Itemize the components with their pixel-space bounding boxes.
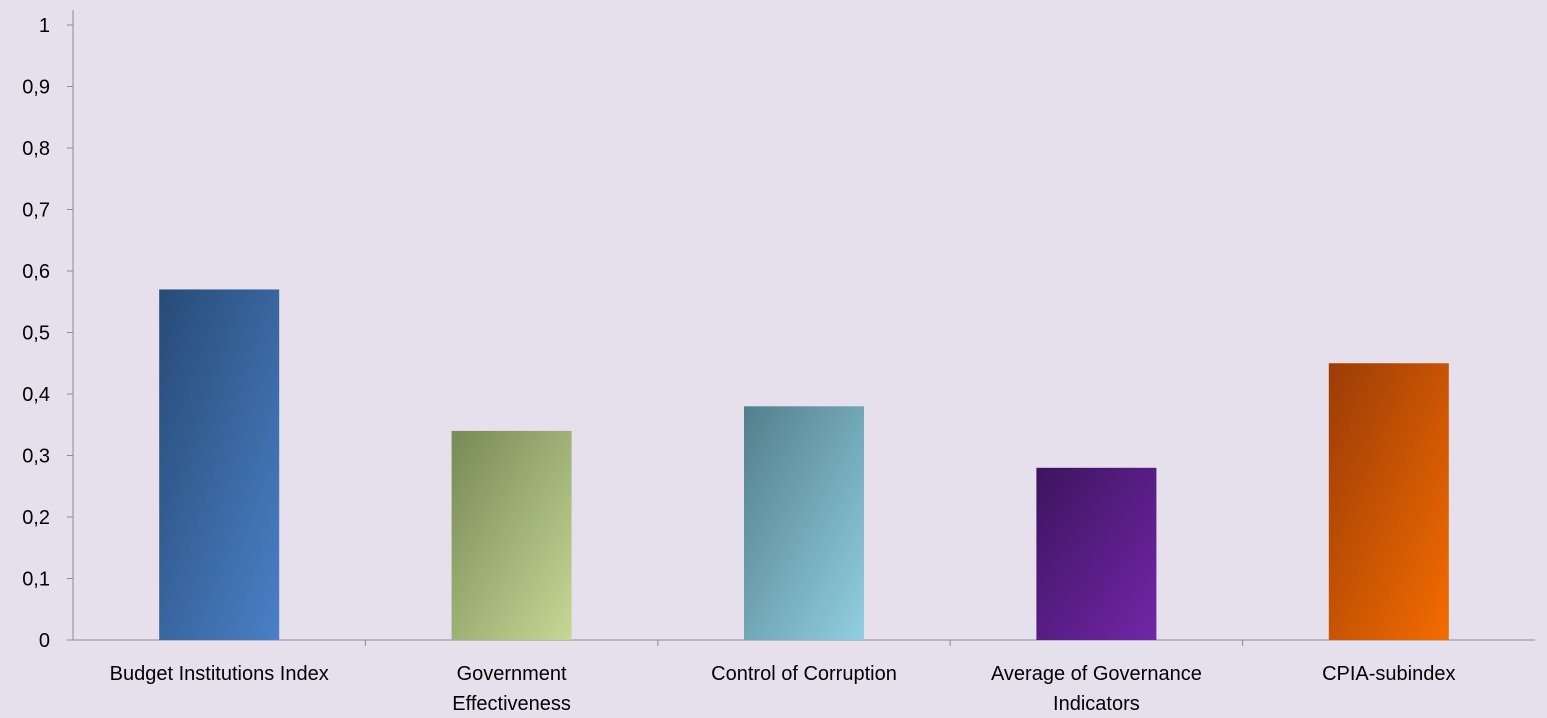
- y-tick-label: 0: [39, 630, 50, 652]
- x-tick-label-line: Indicators: [1053, 693, 1140, 713]
- bar-1: [159, 289, 280, 640]
- bar-5: [1328, 363, 1449, 640]
- bars: [159, 289, 1449, 640]
- bar-4: [1036, 467, 1157, 640]
- x-tick-label-line: Effectiveness: [452, 693, 571, 713]
- x-tick-label: CPIA-subindex: [1322, 663, 1455, 685]
- y-tick-label: 0,1: [22, 569, 50, 591]
- x-axis: Budget Institutions Index Government Effec…: [73, 639, 1535, 715]
- x-tick-label-line: CPIA-subindex: [1322, 663, 1455, 685]
- x-tick-label: Average of Governance Indicators: [991, 663, 1202, 713]
- y-tick-label: 0,6: [22, 261, 50, 283]
- y-tick-label: 0,4: [22, 384, 50, 406]
- bar-2: [451, 430, 572, 640]
- x-tick-label: Government Effectiveness: [452, 663, 571, 713]
- x-tick-label-line: Control of Corruption: [711, 663, 897, 685]
- y-tick-label: 0,9: [22, 77, 50, 99]
- y-tick-label: 0,7: [22, 200, 50, 222]
- y-tick-label: 0,8: [22, 138, 50, 160]
- x-tick-label-line: Government: [457, 663, 567, 685]
- y-axis: 0 0,1 0,2 0,3 0,4 0,5 0,6 0,7 0,8 0,9 1: [22, 10, 74, 652]
- x-tick-label: Budget Institutions Index: [110, 663, 329, 685]
- x-tick-label: Control of Corruption: [711, 663, 897, 685]
- x-tick-label-line: Budget Institutions Index: [110, 663, 329, 685]
- bar-3: [744, 406, 864, 640]
- y-tick-label: 0,3: [22, 446, 50, 468]
- y-tick-label: 1: [39, 15, 50, 37]
- y-tick-label: 0,2: [22, 507, 50, 529]
- y-tick-label: 0,5: [22, 323, 50, 345]
- x-tick-label-line: Average of Governance: [991, 663, 1202, 685]
